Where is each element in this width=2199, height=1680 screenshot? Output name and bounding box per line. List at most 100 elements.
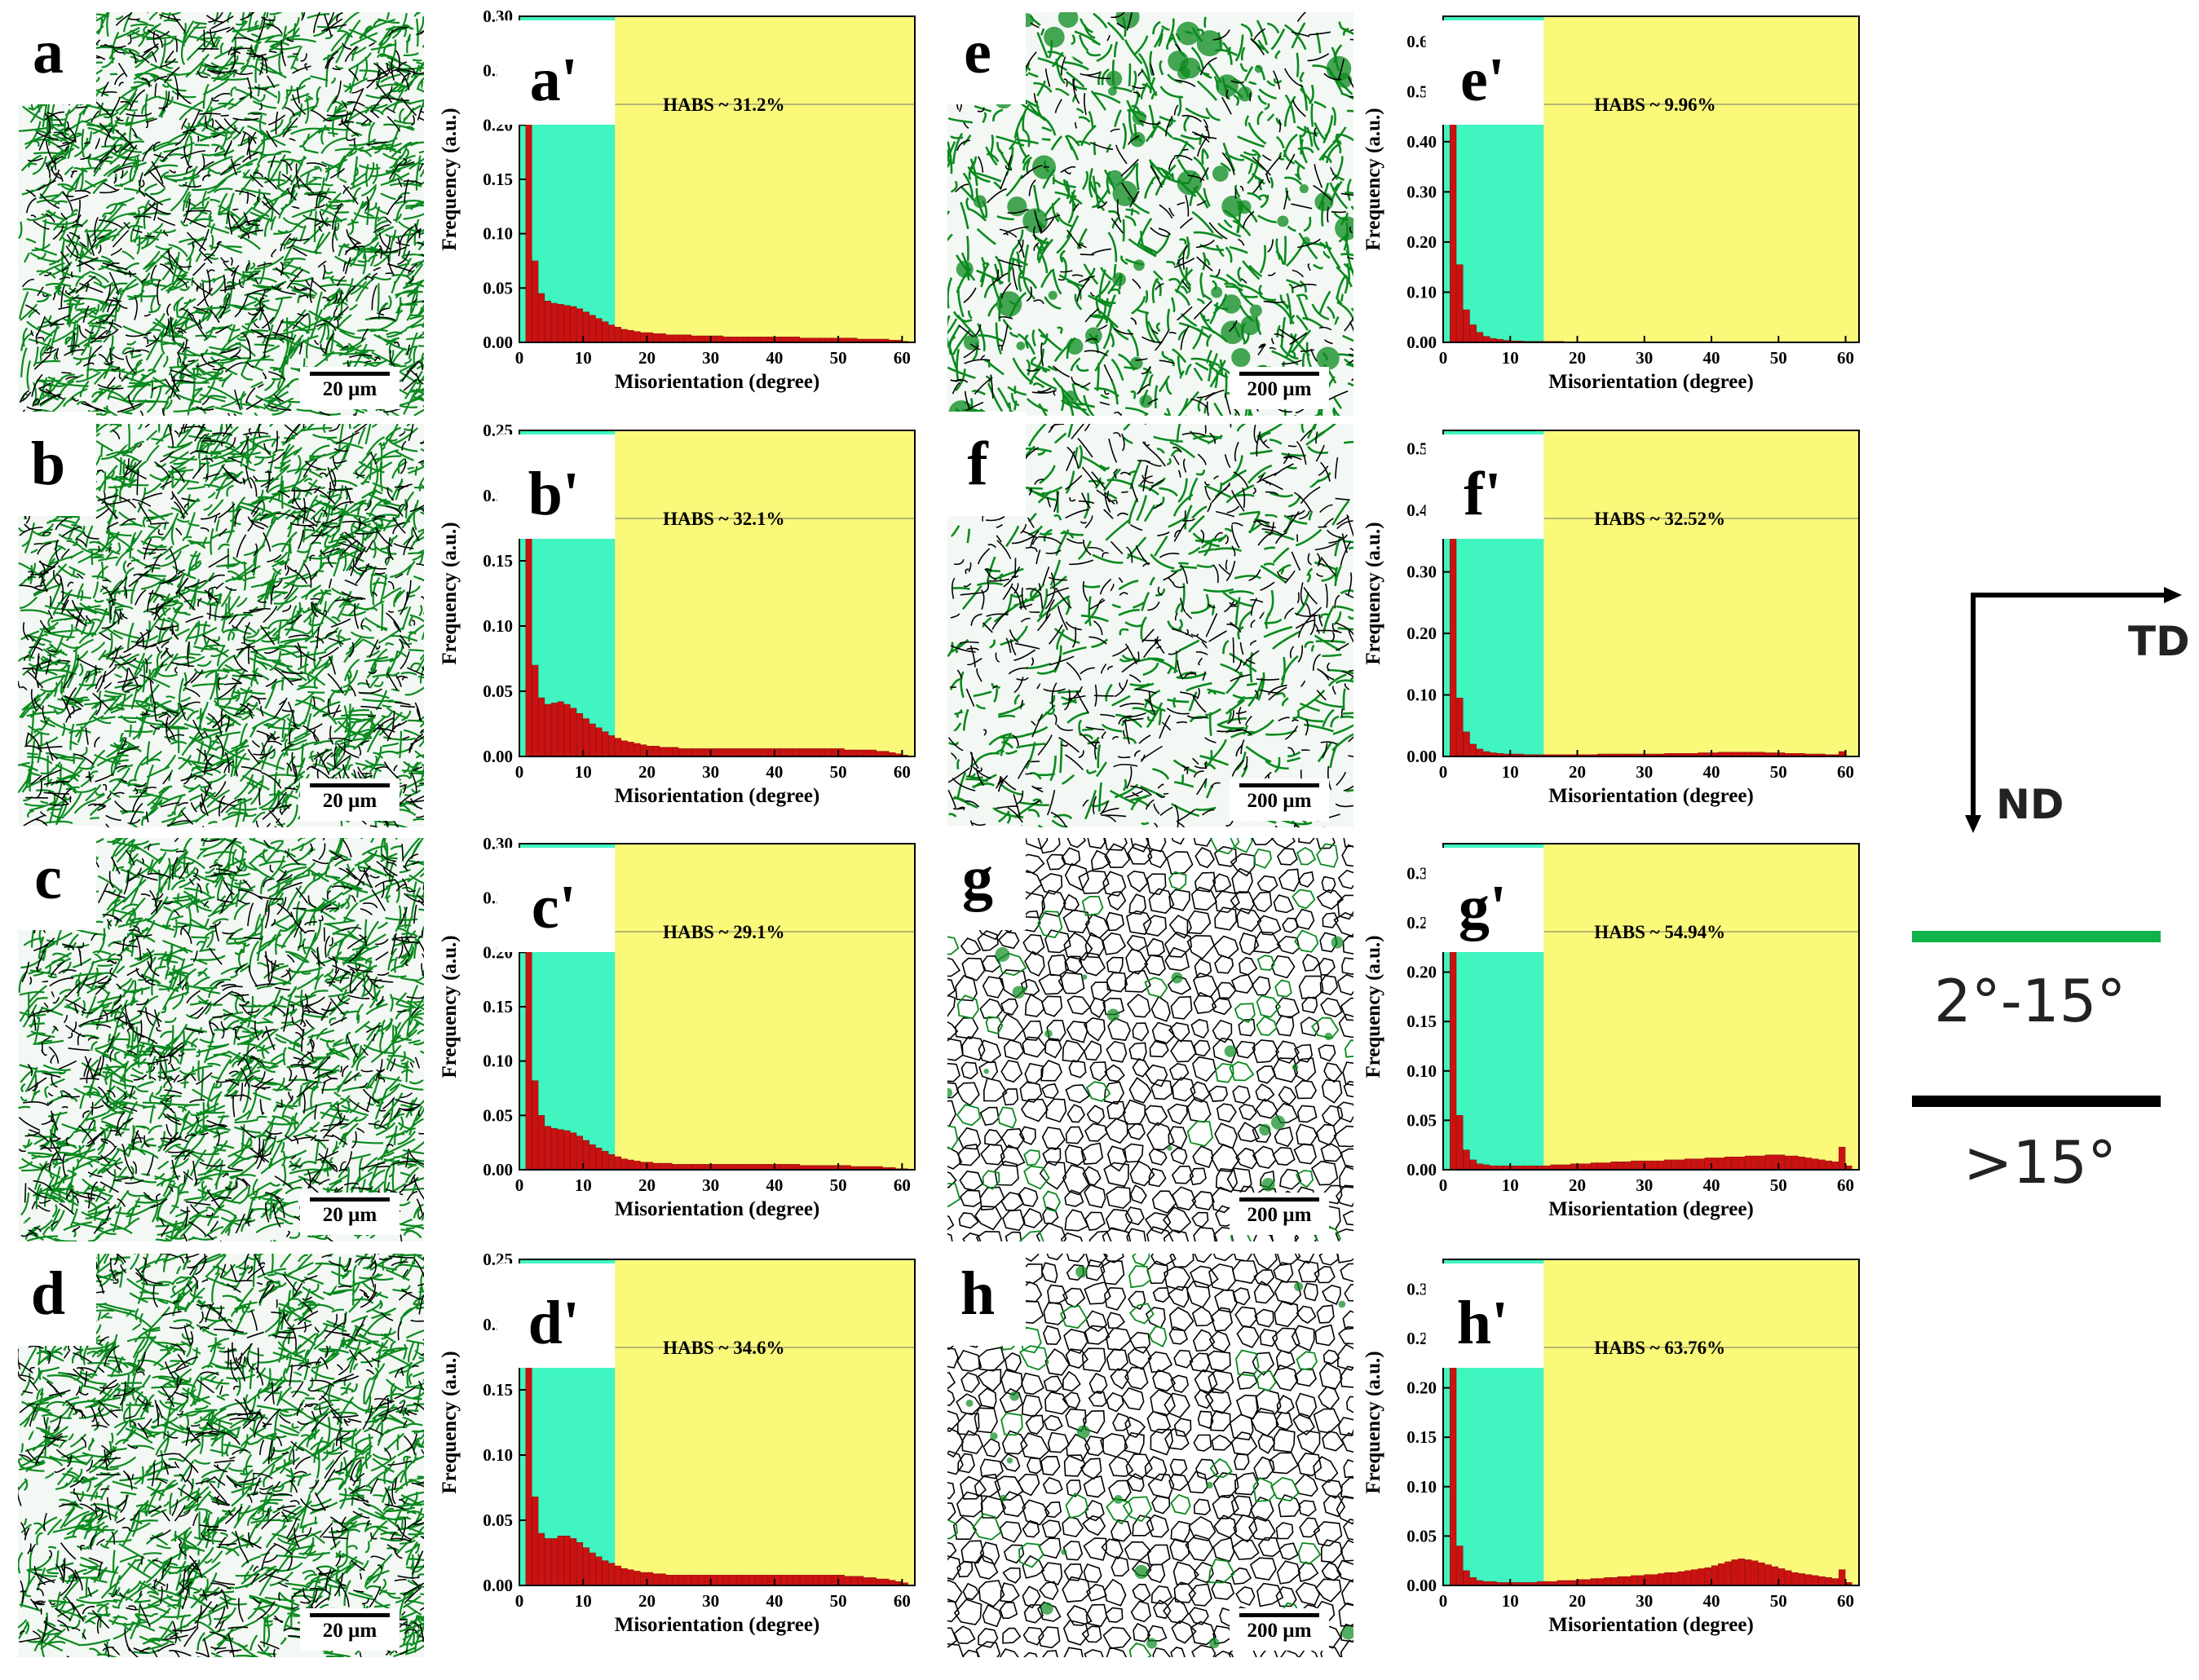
bar bbox=[1456, 698, 1464, 757]
x-tick-label: 10 bbox=[1502, 1591, 1519, 1611]
scale-bar-label: 200 µm bbox=[1247, 1204, 1312, 1226]
bar bbox=[595, 318, 603, 343]
panel-label-h: h bbox=[929, 1241, 1026, 1346]
bar bbox=[1791, 1155, 1799, 1171]
deformed-patch bbox=[1112, 272, 1126, 287]
bar bbox=[1818, 1576, 1826, 1586]
bar bbox=[545, 1538, 551, 1586]
scale-bar-line bbox=[310, 1613, 390, 1617]
x-tick-label: 20 bbox=[1569, 348, 1586, 368]
bar bbox=[729, 748, 736, 757]
x-tick-label: 0 bbox=[1439, 348, 1448, 368]
bar bbox=[704, 748, 711, 757]
low-angle-boundaries bbox=[18, 838, 424, 1241]
bar bbox=[608, 324, 616, 343]
deformed-patch bbox=[947, 1087, 953, 1098]
x-tick-label: 10 bbox=[575, 348, 592, 368]
bar bbox=[844, 1576, 851, 1586]
bar bbox=[780, 748, 788, 757]
bar bbox=[620, 740, 628, 757]
bar bbox=[1623, 1576, 1632, 1586]
bar bbox=[557, 1129, 564, 1171]
bar bbox=[1764, 1564, 1772, 1586]
x-tick-label: 50 bbox=[830, 762, 847, 782]
bar bbox=[1658, 1573, 1665, 1586]
deformed-patch bbox=[1134, 1564, 1149, 1579]
bar bbox=[1798, 1157, 1805, 1171]
bar bbox=[1731, 1559, 1738, 1586]
bar bbox=[1839, 1569, 1846, 1586]
panel-label: e' bbox=[1460, 46, 1505, 114]
x-tick-label: 60 bbox=[1837, 762, 1854, 782]
bar bbox=[640, 1572, 647, 1586]
deformed-patch bbox=[1231, 347, 1251, 368]
plot-frame bbox=[519, 1259, 916, 1586]
bar bbox=[665, 747, 673, 757]
bar bbox=[717, 748, 724, 757]
bar bbox=[563, 1536, 571, 1586]
scale-bar: 200 µm bbox=[1230, 778, 1329, 821]
deformed-patch bbox=[1299, 183, 1309, 194]
bar bbox=[774, 1575, 781, 1586]
y-tick-label: 0.00 bbox=[1406, 1576, 1437, 1595]
y-tick-label: 0.10 bbox=[1406, 1061, 1437, 1081]
x-tick-label: 20 bbox=[638, 1175, 656, 1195]
y-tick-label: 0.20 bbox=[1406, 1378, 1437, 1398]
deformed-patch bbox=[1112, 180, 1138, 206]
hagb-legend-label: >15° bbox=[1963, 1128, 2117, 1197]
bar bbox=[1691, 1569, 1698, 1586]
bar bbox=[837, 1575, 845, 1586]
x-tick-label: 0 bbox=[515, 1175, 524, 1195]
plot-frame bbox=[1442, 15, 1860, 343]
bar bbox=[1804, 1574, 1813, 1586]
bar bbox=[557, 1536, 564, 1586]
deformed-patch bbox=[1221, 195, 1244, 218]
bar bbox=[1744, 1559, 1752, 1586]
deformed-patch bbox=[1249, 304, 1262, 317]
deformed-patch bbox=[1133, 259, 1145, 271]
bar bbox=[1839, 1146, 1846, 1171]
bar bbox=[576, 713, 584, 757]
bar bbox=[697, 1575, 704, 1586]
bar bbox=[1698, 1568, 1705, 1586]
y-tick-label: 0.10 bbox=[1406, 282, 1437, 302]
habs-label: HABS ~ 9.96% bbox=[1594, 95, 1715, 115]
y-tick-label: 0.00 bbox=[483, 747, 513, 766]
hagb-band bbox=[1543, 430, 1859, 756]
hagb-band bbox=[1543, 1259, 1859, 1585]
bar bbox=[787, 1575, 794, 1586]
bar bbox=[1590, 1578, 1597, 1586]
hagb-band bbox=[1543, 16, 1859, 342]
deformed-patch bbox=[1048, 290, 1058, 300]
deformed-patch bbox=[1277, 215, 1289, 227]
bar bbox=[1623, 1162, 1632, 1171]
bar bbox=[812, 1575, 819, 1586]
y-tick-label: 0.40 bbox=[1406, 132, 1437, 152]
deformed-patch bbox=[1016, 341, 1026, 351]
bar bbox=[1704, 1567, 1711, 1586]
bar bbox=[653, 1162, 660, 1171]
bar bbox=[634, 1571, 641, 1586]
habs-label: HABS ~ 54.94% bbox=[1594, 922, 1725, 942]
bar bbox=[1691, 1158, 1698, 1171]
x-tick-label: 30 bbox=[1636, 348, 1653, 368]
bar bbox=[576, 1135, 584, 1171]
bar bbox=[1804, 1157, 1813, 1171]
high-angle-boundaries bbox=[18, 838, 424, 1241]
bar bbox=[717, 1575, 724, 1586]
panel-label-box bbox=[497, 848, 616, 952]
y-tick-label: 0.05 bbox=[1406, 1110, 1437, 1130]
map-drawing bbox=[18, 1254, 424, 1657]
bar bbox=[1610, 1162, 1618, 1171]
bar bbox=[647, 746, 654, 757]
x-tick-label: 60 bbox=[894, 348, 911, 368]
bar bbox=[570, 306, 577, 343]
bar bbox=[762, 1575, 768, 1586]
bar bbox=[723, 1575, 730, 1586]
bar bbox=[1738, 1559, 1745, 1586]
scale-bar-label: 20 µm bbox=[322, 1620, 378, 1642]
bar bbox=[602, 731, 609, 757]
map-drawing bbox=[947, 1254, 1353, 1657]
deformed-patch bbox=[1294, 1281, 1304, 1291]
deformed-patch bbox=[1062, 390, 1078, 406]
